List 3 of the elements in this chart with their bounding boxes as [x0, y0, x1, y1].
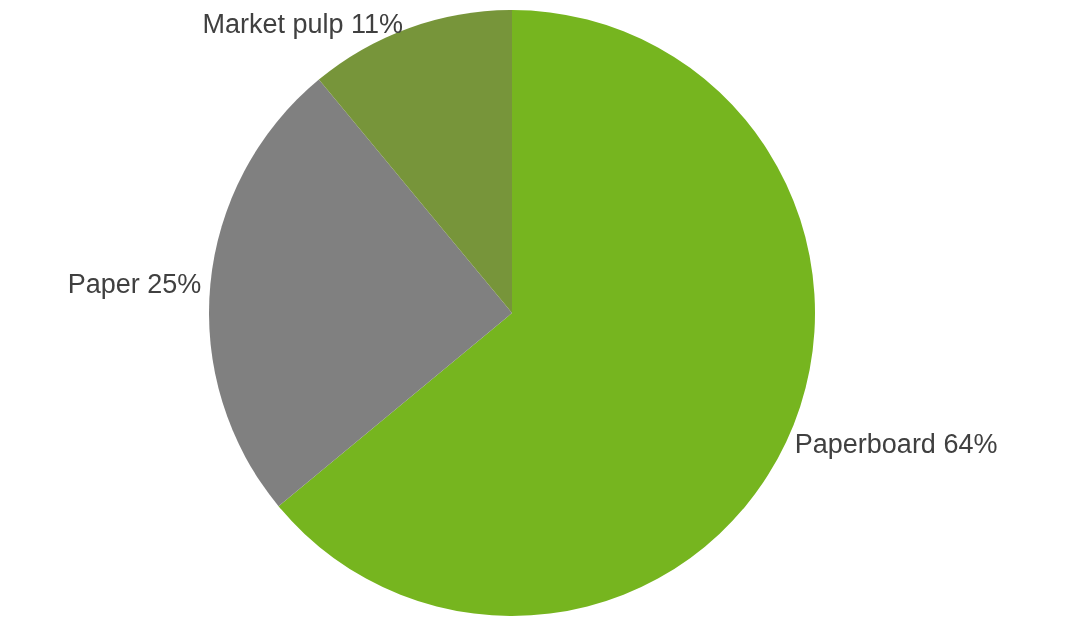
slice-label: Paperboard 64% — [794, 428, 998, 459]
slice-label: Market pulp 11% — [202, 9, 404, 40]
slice-label: Paper 25% — [67, 269, 202, 300]
